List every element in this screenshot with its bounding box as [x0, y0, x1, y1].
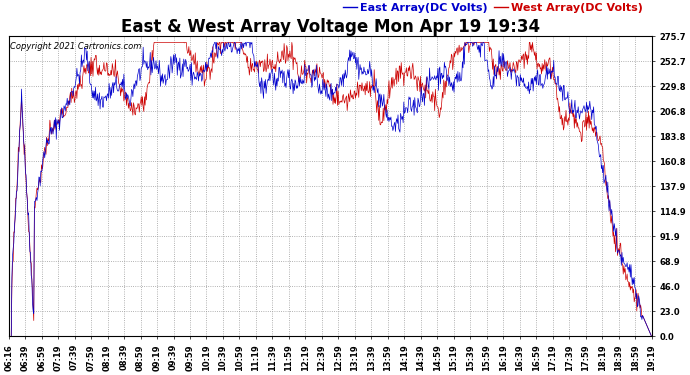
Text: Copyright 2021 Cartronics.com: Copyright 2021 Cartronics.com — [10, 42, 141, 51]
Title: East & West Array Voltage Mon Apr 19 19:34: East & West Array Voltage Mon Apr 19 19:… — [121, 18, 540, 36]
Legend: East Array(DC Volts), West Array(DC Volts): East Array(DC Volts), West Array(DC Volt… — [344, 3, 643, 13]
